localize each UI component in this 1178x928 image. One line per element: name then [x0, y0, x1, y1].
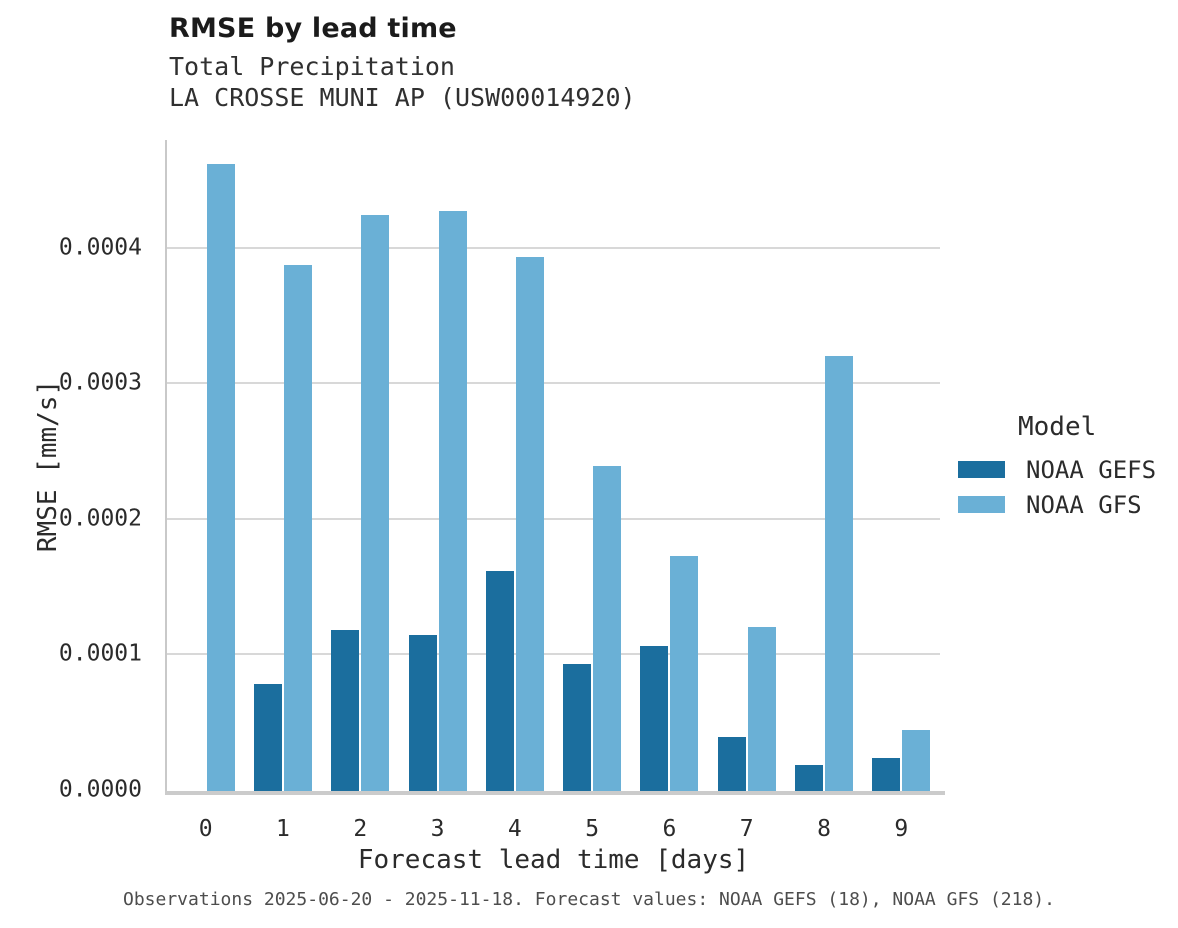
- x-tick-label-8: 8: [817, 816, 831, 842]
- x-axis-line: [165, 791, 945, 795]
- chart-subtitle-variable: Total Precipitation: [169, 52, 455, 81]
- bar-group-lead-7: [708, 140, 785, 791]
- x-tick-label-0: 0: [198, 816, 213, 842]
- bar-noaa-gefs-lead-3: [408, 635, 437, 791]
- y-tick-label-0.0003: 0.0003: [58, 369, 142, 396]
- bar-noaa-gefs-lead-2: [331, 629, 360, 791]
- title-block: RMSE by lead time Total Precipitation LA…: [169, 13, 636, 113]
- bar-group-lead-9: [863, 140, 940, 791]
- chart-subtitle-station: LA CROSSE MUNI AP (USW00014920): [169, 83, 636, 112]
- legend-rows: NOAA GEFS NOAA GFS: [958, 452, 1156, 522]
- bar-noaa-gefs-lead-5: [563, 663, 592, 791]
- bar-group-lead-0: [167, 140, 244, 791]
- bar-noaa-gfs-lead-7: [747, 626, 776, 791]
- y-tick-label-0.0000: 0.0000: [58, 776, 142, 803]
- bar-noaa-gefs-lead-8: [795, 765, 824, 791]
- y-tick-label-0.0002: 0.0002: [58, 505, 142, 532]
- bar-noaa-gfs-lead-1: [283, 264, 312, 791]
- x-tick-label-4: 4: [507, 816, 522, 842]
- legend: Model NOAA GEFS NOAA GFS: [958, 412, 1156, 522]
- y-axis-line: [165, 140, 167, 795]
- legend-label: NOAA GEFS: [1026, 455, 1157, 484]
- x-tick-label-3: 3: [430, 816, 445, 842]
- legend-label: NOAA GFS: [1026, 490, 1142, 519]
- bar-group-lead-8: [785, 140, 862, 791]
- legend-title: Model: [1018, 412, 1097, 442]
- bar-noaa-gefs-lead-7: [717, 736, 746, 791]
- x-tick-label-2: 2: [353, 816, 368, 842]
- x-tick-label-1: 1: [276, 816, 290, 842]
- y-tick-label-0.0001: 0.0001: [58, 640, 142, 667]
- x-tick-label-9: 9: [894, 816, 909, 842]
- gridline-0.0002: [167, 517, 940, 520]
- x-tick-label-6: 6: [662, 816, 677, 842]
- legend-row-noaa-gefs: NOAA GEFS: [958, 452, 1156, 487]
- x-tick-label-5: 5: [585, 816, 600, 842]
- bar-noaa-gefs-lead-6: [640, 645, 669, 791]
- bar-noaa-gfs-lead-2: [361, 214, 390, 791]
- bar-noaa-gfs-lead-0: [206, 164, 235, 791]
- caption: Observations 2025-06-20 - 2025-11-18. Fo…: [123, 889, 1055, 910]
- bar-noaa-gfs-lead-8: [825, 355, 854, 791]
- gridline-0.0003: [167, 382, 940, 385]
- x-tick-label-7: 7: [739, 816, 754, 842]
- legend-swatch-icon: [958, 461, 1005, 478]
- bar-group-lead-5: [553, 140, 630, 791]
- x-tick-labels: 0 1 2 3 4 5 6 7 8 9: [167, 816, 940, 842]
- plot-area: 0.0000 0.0001 0.0002 0.0003 0.0004: [59, 140, 945, 801]
- legend-row-noaa-gfs: NOAA GFS: [958, 487, 1156, 522]
- bar-noaa-gfs-lead-6: [670, 556, 699, 791]
- bar-noaa-gefs-lead-1: [253, 683, 282, 791]
- bar-group-lead-4: [476, 140, 553, 791]
- bars-layer: [167, 140, 940, 791]
- gridline-0.0001: [167, 653, 940, 656]
- bar-group-lead-2: [322, 140, 399, 791]
- bar-group-lead-6: [631, 140, 708, 791]
- gridline-0.0004: [167, 246, 940, 249]
- legend-swatch-icon: [958, 496, 1005, 513]
- bar-noaa-gfs-lead-5: [593, 465, 622, 791]
- bar-noaa-gfs-lead-3: [438, 210, 467, 791]
- x-axis-title: Forecast lead time [days]: [357, 845, 750, 875]
- bar-noaa-gfs-lead-9: [902, 729, 931, 791]
- chart-title: RMSE by lead time: [169, 13, 457, 44]
- bar-noaa-gfs-lead-4: [515, 256, 544, 791]
- bar-group-lead-3: [399, 140, 476, 791]
- y-tick-label-0.0004: 0.0004: [58, 234, 142, 260]
- bar-noaa-gefs-lead-4: [485, 571, 514, 791]
- bar-group-lead-1: [244, 140, 321, 791]
- bar-noaa-gefs-lead-9: [872, 758, 901, 791]
